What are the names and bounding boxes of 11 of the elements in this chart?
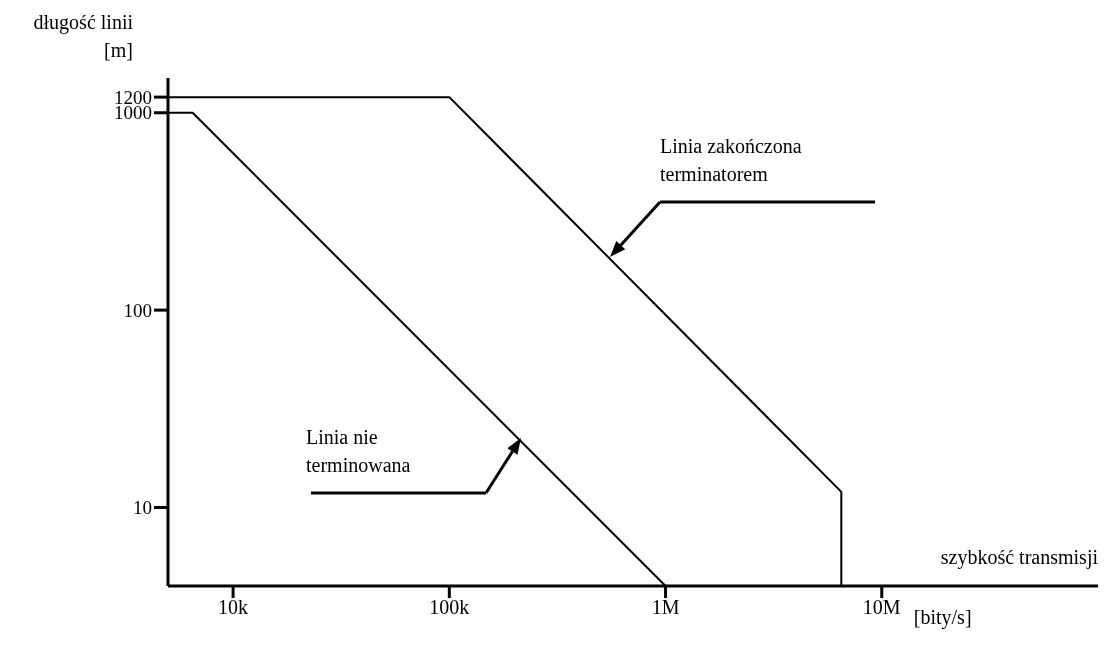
x-axis-title: szybkość transmisji <box>940 546 1099 569</box>
x-tick-label: 10k <box>218 596 249 619</box>
annotation: Linia nie terminowana <box>306 425 412 478</box>
y-axis-title: długość linii [m] <box>32 10 133 63</box>
x-tick-label: 1M <box>651 596 680 619</box>
x-tick-label: 100k <box>429 596 470 619</box>
y-tick-label: 10 <box>133 497 152 519</box>
text: [bity/s] <box>913 606 972 629</box>
y-tick-label: 100 <box>123 299 152 321</box>
x-tick-label: 10M <box>862 596 901 619</box>
annotation: Linia zakończona terminatorem <box>660 134 803 187</box>
